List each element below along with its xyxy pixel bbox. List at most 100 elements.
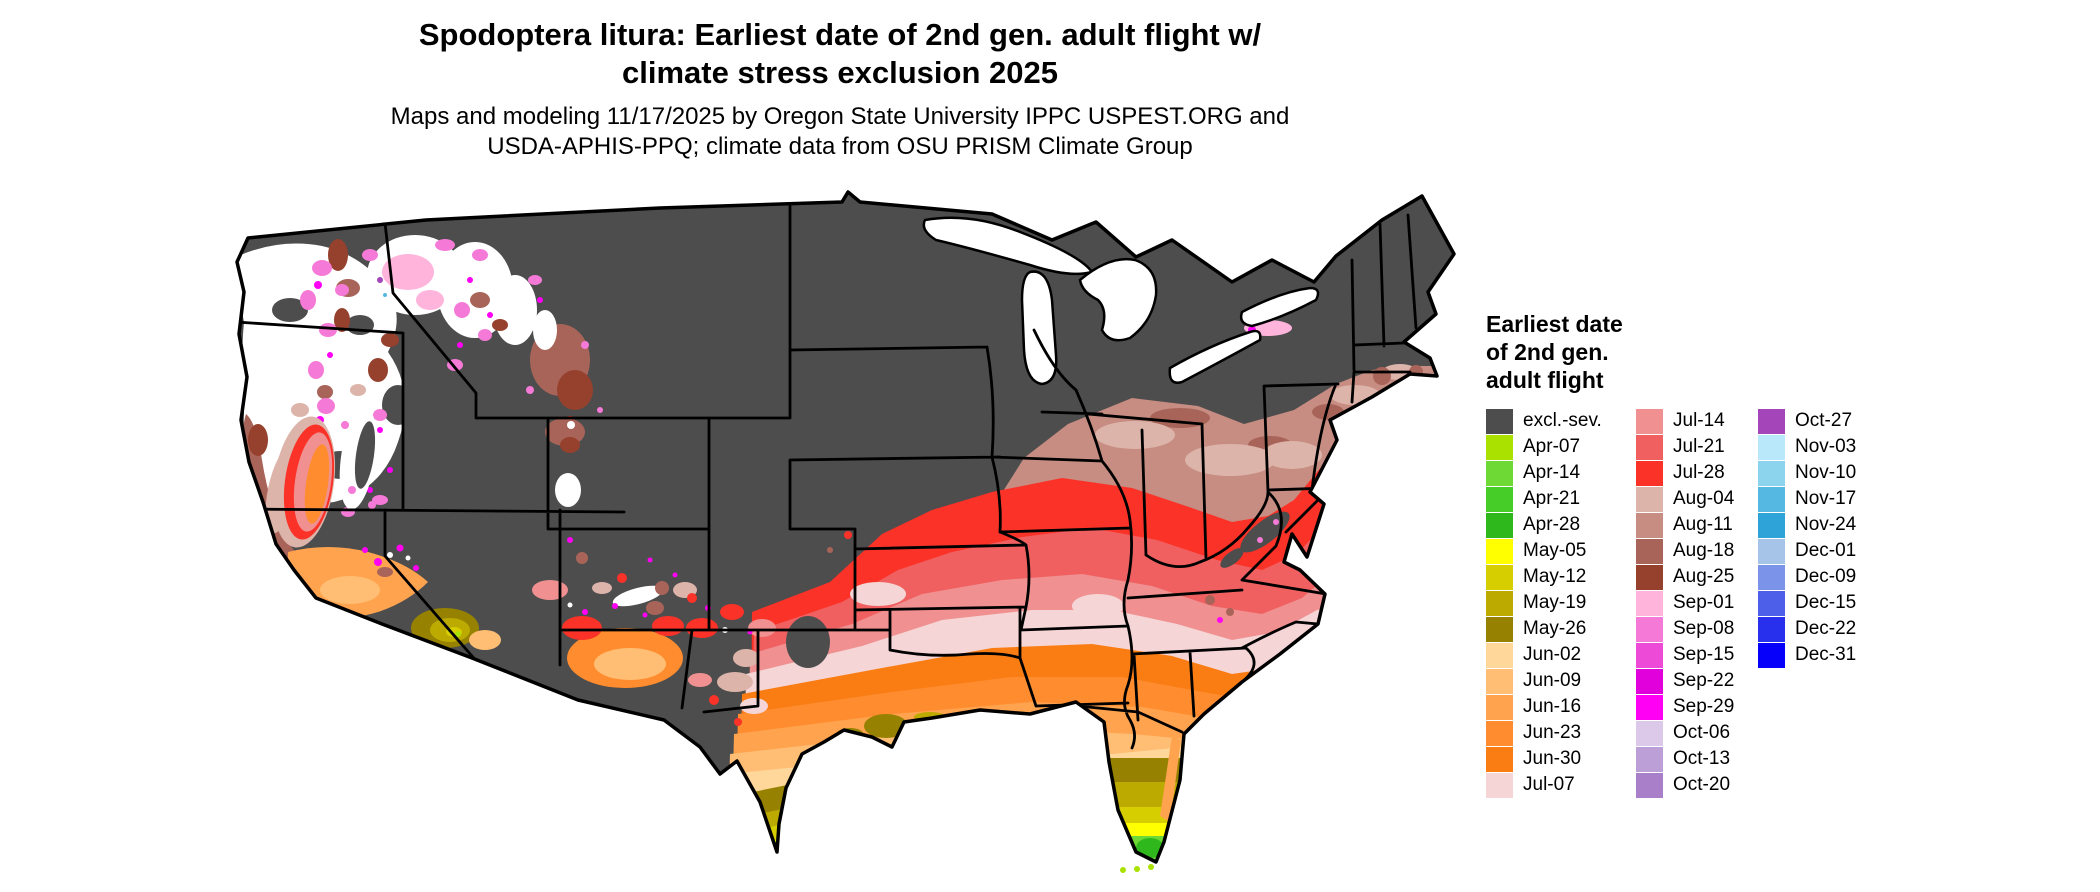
legend-label: Jun-09 <box>1523 670 1582 691</box>
blob-or-brown <box>368 358 388 382</box>
legend-label: Nov-10 <box>1795 462 1857 483</box>
lake-erie <box>1168 329 1262 384</box>
dot-co-magenta <box>647 557 653 563</box>
legend-label: Sep-15 <box>1673 644 1735 665</box>
legend-label: Nov-17 <box>1795 488 1857 509</box>
legend-label: Sep-29 <box>1673 696 1735 717</box>
legend-row: Jun-09 <box>1486 668 1602 694</box>
legend-row: Sep-29 <box>1636 694 1734 720</box>
blob-cascade-brown <box>328 239 348 271</box>
dot-ne-brown <box>1373 367 1391 385</box>
legend-swatch <box>1636 512 1663 538</box>
dot-yellowstone-white <box>567 421 575 429</box>
legend-row: Dec-01 <box>1758 538 1856 564</box>
title-line-2: climate stress exclusion 2025 <box>622 55 1058 90</box>
legend-swatch <box>1486 564 1513 590</box>
legend-swatch <box>1486 772 1513 798</box>
blob-ozark-pale <box>1072 594 1124 618</box>
legend-row: excl.-sev. <box>1486 408 1602 434</box>
legend-row: Sep-15 <box>1636 642 1734 668</box>
legend-swatch <box>1486 642 1513 668</box>
blob-ut-dusty <box>592 582 612 594</box>
legend-row: Jul-28 <box>1636 460 1734 486</box>
legend-label: Aug-18 <box>1673 540 1735 561</box>
blob-aug-04 <box>1262 441 1322 469</box>
legend-column: Oct-27 Nov-03 Nov-10 Nov-17 Nov-24 Dec-01 Dec-… <box>1758 408 1856 668</box>
blob-az-red <box>652 616 684 636</box>
dot-appalachia-magenta <box>1257 537 1263 543</box>
dot-frontrange-red <box>844 531 852 539</box>
band-jun-09 <box>726 722 1454 862</box>
dot-az-magenta <box>642 612 648 618</box>
legend-row: Nov-03 <box>1758 434 1856 460</box>
legend-row: Jun-30 <box>1486 746 1602 772</box>
dot-ut-red <box>617 573 627 583</box>
dot-az-magenta <box>612 603 618 609</box>
blob-pnw-gray <box>382 385 414 425</box>
dot-ut-brown <box>576 552 588 564</box>
legend-label: Apr-28 <box>1523 514 1581 535</box>
legend-label: excl.-sev. <box>1523 410 1602 431</box>
dot-imperial-chartreuse <box>455 631 461 637</box>
great-lakes <box>922 216 1320 386</box>
legend-label: Aug-04 <box>1673 488 1735 509</box>
legend-label: Oct-13 <box>1673 748 1731 769</box>
legend-row: Apr-21 <box>1486 486 1602 512</box>
blob-tx-panhandle-gray <box>786 616 830 668</box>
legend-row: Sep-08 <box>1636 616 1734 642</box>
fl-keys-dot <box>1120 867 1126 873</box>
dot-az-white <box>567 602 573 608</box>
legend-row: Oct-20 <box>1636 772 1734 798</box>
legend-row: Nov-24 <box>1758 512 1856 538</box>
blob-az-peach <box>594 648 666 680</box>
blob-aug-04 <box>1095 421 1175 449</box>
map-fill-layers <box>237 192 1454 862</box>
legend-column: excl.-sev. Apr-07 Apr-14 Apr-21 Apr-28 May-05… <box>1486 408 1602 798</box>
blob-nm-salmon <box>748 619 776 637</box>
legend-swatch <box>1636 590 1663 616</box>
dot-sierra-magenta <box>377 427 383 433</box>
dot-smoky-brown <box>1205 595 1215 605</box>
band-tx-may-19 <box>730 787 892 862</box>
blob-yuma-peach <box>469 630 501 650</box>
legend-row: Jun-23 <box>1486 720 1602 746</box>
blob-or-dusty <box>350 384 366 396</box>
lake-superior <box>922 216 1095 276</box>
legend-label: Sep-08 <box>1673 618 1735 639</box>
dot-smoky-magenta <box>1217 617 1223 623</box>
legend-swatch <box>1636 720 1663 746</box>
legend-row: Aug-18 <box>1636 538 1734 564</box>
legend-row: Apr-07 <box>1486 434 1602 460</box>
legend-row: Sep-01 <box>1636 590 1734 616</box>
legend-row: Nov-17 <box>1758 486 1856 512</box>
dot-co-brown <box>655 581 669 595</box>
dot-socal-magenta <box>396 544 404 552</box>
dot-smoky-brown <box>1226 608 1234 616</box>
legend-row: Oct-06 <box>1636 720 1734 746</box>
blob-cascade-brown <box>334 308 350 332</box>
legend-swatch <box>1636 642 1663 668</box>
legend-swatch <box>1486 486 1513 512</box>
blob-or-brown <box>381 333 399 347</box>
legend-swatch <box>1486 434 1513 460</box>
legend-row: Oct-13 <box>1636 746 1734 772</box>
blob-or-brown <box>317 385 333 399</box>
legend-label: May-26 <box>1523 618 1587 639</box>
blob-idmt-white <box>533 310 557 350</box>
page-title: Spodoptera litura: Earliest date of 2nd … <box>0 16 1680 92</box>
legend-label: Jul-07 <box>1523 774 1575 795</box>
blob-id-brown <box>492 319 508 331</box>
dot-appalachia-magenta <box>1273 519 1279 525</box>
legend-label: Apr-14 <box>1523 462 1581 483</box>
blob-fl-tip-green <box>1136 838 1164 858</box>
legend-label: Jun-30 <box>1523 748 1582 769</box>
blob-sierra-gray <box>354 421 376 489</box>
legend-swatch <box>1758 616 1785 642</box>
legend-label: May-05 <box>1523 540 1587 561</box>
legend-swatch <box>1486 590 1513 616</box>
legend-swatch <box>1636 564 1663 590</box>
dot-idmt-magenta <box>526 386 534 394</box>
legend-label: Aug-11 <box>1673 514 1733 535</box>
legend-title-line: of 2nd gen. <box>1486 339 1609 365</box>
